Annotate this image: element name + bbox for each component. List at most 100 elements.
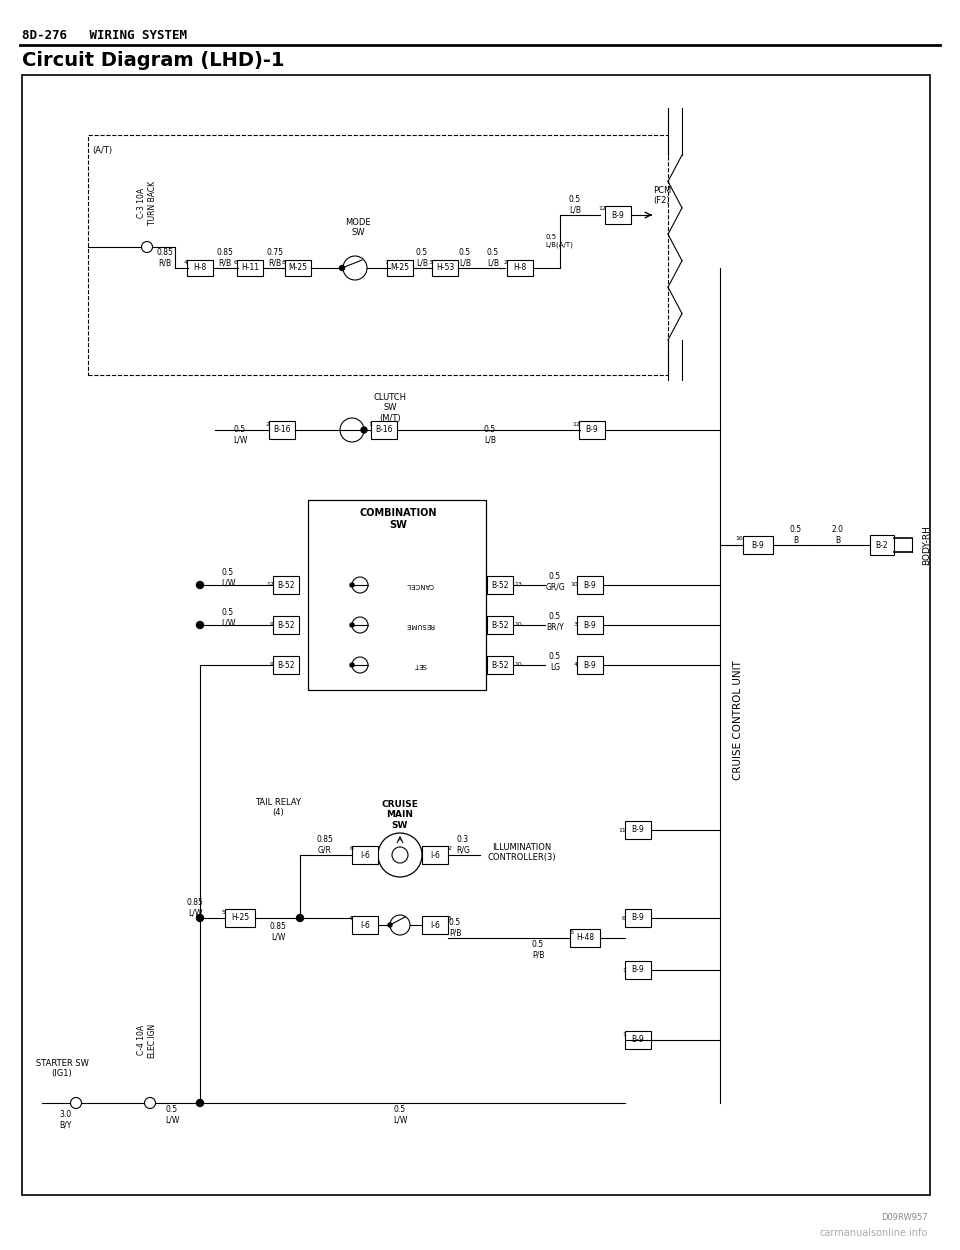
Circle shape (70, 1098, 82, 1109)
Text: I-6: I-6 (430, 920, 440, 930)
Text: H-11: H-11 (241, 264, 259, 272)
Circle shape (197, 1100, 204, 1106)
Text: 0.5
L/W: 0.5 L/W (233, 425, 247, 445)
Text: 2.0
B: 2.0 B (832, 525, 844, 545)
Bar (625, 961, 651, 979)
Bar (625, 909, 651, 928)
Text: B-16: B-16 (375, 425, 393, 435)
Text: 8D-276   WIRING SYSTEM: 8D-276 WIRING SYSTEM (22, 29, 187, 42)
Text: H-25: H-25 (231, 914, 249, 922)
Text: 7: 7 (384, 260, 388, 265)
Bar (579, 421, 605, 439)
Bar (625, 1031, 651, 1049)
Bar (352, 846, 378, 864)
Bar (487, 656, 513, 674)
Text: M-25: M-25 (391, 264, 410, 272)
Text: COMBINATION
SW: COMBINATION SW (359, 508, 437, 530)
Text: 9: 9 (270, 662, 274, 668)
Circle shape (340, 265, 345, 270)
Text: 2: 2 (266, 421, 270, 426)
Text: CRUISE CONTROL UNIT: CRUISE CONTROL UNIT (733, 660, 743, 780)
Circle shape (388, 922, 392, 928)
Text: 0.5
L/B: 0.5 L/B (416, 249, 428, 268)
Circle shape (350, 582, 354, 587)
Text: 13: 13 (514, 582, 522, 587)
Text: 10: 10 (514, 622, 521, 628)
Bar (308, 500, 486, 690)
Bar (577, 656, 603, 674)
Text: B-9: B-9 (584, 580, 596, 590)
Circle shape (390, 915, 410, 935)
Text: 12: 12 (572, 421, 580, 426)
Text: 9: 9 (270, 622, 274, 628)
Circle shape (197, 915, 204, 921)
Bar (570, 929, 600, 948)
Text: 0.85
L/W: 0.85 L/W (270, 922, 286, 941)
Bar (88, 135, 668, 375)
Text: D09RW957: D09RW957 (881, 1212, 928, 1222)
Text: B-16: B-16 (274, 425, 291, 435)
Text: 0.85
R/B: 0.85 R/B (217, 249, 233, 268)
Circle shape (145, 1098, 156, 1109)
Bar (285, 260, 311, 276)
Bar (187, 260, 213, 276)
Text: 4: 4 (349, 916, 353, 921)
Text: B-9: B-9 (584, 620, 596, 630)
Text: B-9: B-9 (632, 965, 644, 975)
Text: 3: 3 (429, 260, 433, 265)
Text: 16: 16 (735, 536, 743, 541)
Text: 11: 11 (618, 828, 626, 832)
Text: 3.0
B/Y: 3.0 B/Y (59, 1110, 71, 1130)
Text: H-48: H-48 (576, 934, 594, 942)
Circle shape (141, 241, 153, 252)
Text: 0.5
L/B: 0.5 L/B (484, 425, 496, 445)
Text: BODY-RH: BODY-RH (922, 525, 931, 565)
Text: B-52: B-52 (492, 580, 509, 590)
Text: 0.5
GR/G: 0.5 GR/G (545, 572, 564, 591)
Text: carmanualsonline.info: carmanualsonline.info (820, 1228, 928, 1238)
Text: 6: 6 (349, 846, 353, 851)
Text: B-52: B-52 (492, 620, 509, 630)
Bar (371, 421, 397, 439)
Text: B-2: B-2 (876, 540, 888, 550)
Bar (870, 535, 894, 555)
Text: B-9: B-9 (632, 825, 644, 835)
Circle shape (343, 256, 367, 280)
Text: 0.3
R/G: 0.3 R/G (456, 835, 470, 855)
Bar (273, 616, 299, 634)
Text: H-8: H-8 (514, 264, 527, 272)
Text: B-9: B-9 (632, 1035, 644, 1045)
Text: H-8: H-8 (193, 264, 206, 272)
Text: 0.5
P/B: 0.5 P/B (449, 919, 461, 938)
Text: 10: 10 (570, 582, 578, 587)
Text: B-9: B-9 (584, 660, 596, 670)
Circle shape (392, 848, 408, 862)
Text: ILLUMINATION
CONTROLLER(3): ILLUMINATION CONTROLLER(3) (488, 842, 556, 862)
Text: C-3 10A
TURN BACK: C-3 10A TURN BACK (137, 181, 156, 225)
Text: 0.5
LG: 0.5 LG (549, 652, 561, 671)
Bar (625, 821, 651, 839)
Text: 2: 2 (448, 846, 452, 851)
Text: 0.5
L/B: 0.5 L/B (569, 195, 581, 215)
Text: I-6: I-6 (430, 850, 440, 860)
Text: 0.75
R/B: 0.75 R/B (267, 249, 283, 268)
Bar (487, 616, 513, 634)
Text: 4: 4 (184, 260, 188, 265)
Bar (605, 206, 631, 224)
Text: M-25: M-25 (289, 264, 307, 272)
Text: 0.5
BR/Y: 0.5 BR/Y (546, 612, 564, 631)
Text: CRUISE
MAIN
SW: CRUISE MAIN SW (381, 800, 419, 830)
Text: Circuit Diagram (LHD)-1: Circuit Diagram (LHD)-1 (22, 51, 284, 70)
Bar (577, 616, 603, 634)
Text: 8: 8 (282, 260, 286, 265)
Circle shape (340, 418, 364, 442)
Circle shape (352, 658, 368, 672)
Text: 1: 1 (622, 1031, 626, 1036)
Text: 0.5
L/W: 0.5 L/W (393, 1105, 407, 1125)
Text: 0.5
L/W: 0.5 L/W (221, 569, 235, 588)
Text: SET: SET (414, 662, 426, 668)
Text: 1: 1 (622, 968, 626, 972)
Text: 4: 4 (574, 662, 578, 668)
Text: B-52: B-52 (277, 580, 295, 590)
Bar (432, 260, 458, 276)
